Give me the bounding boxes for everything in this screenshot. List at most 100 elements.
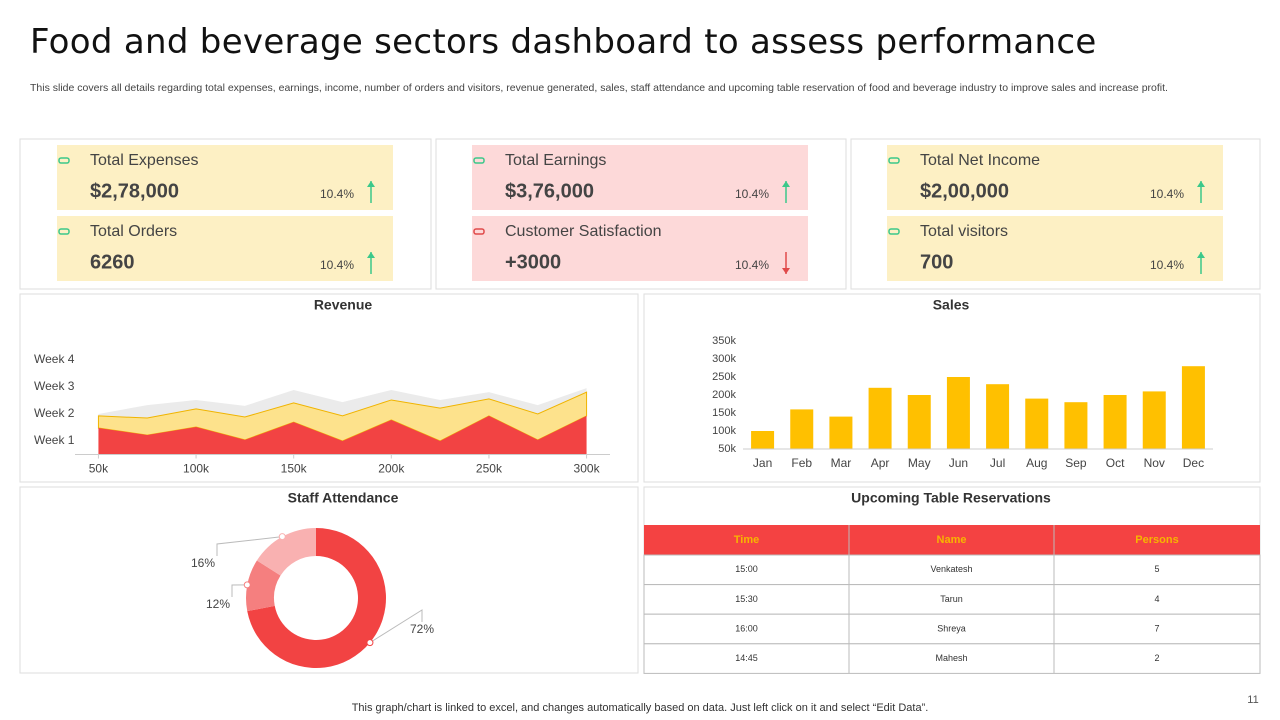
kpi-icon xyxy=(888,228,900,235)
x-tick-label: Feb xyxy=(791,456,812,470)
area xyxy=(98,415,587,455)
table-cell: 15:30 xyxy=(735,594,758,604)
table-cell: 16:00 xyxy=(735,623,758,633)
donut-slice xyxy=(247,528,386,669)
bar xyxy=(829,416,853,449)
y-tick-label: 250k xyxy=(712,371,736,383)
y-tick-label: Week 2 xyxy=(34,406,75,420)
kpi-icon xyxy=(58,228,70,235)
bar xyxy=(1025,398,1049,449)
bar xyxy=(1142,391,1166,449)
y-tick-label: 100k xyxy=(712,425,736,437)
bar xyxy=(986,384,1010,449)
y-tick-label: Week 4 xyxy=(34,352,75,366)
bar xyxy=(790,409,814,449)
kpi-label: Total Earnings xyxy=(505,152,606,169)
table-cell: 7 xyxy=(1154,623,1159,633)
x-tick-label: 100k xyxy=(183,462,210,476)
y-tick-label: 150k xyxy=(712,407,736,419)
kpi-value: +3000 xyxy=(505,251,561,273)
data-label: 12% xyxy=(206,597,230,611)
table-cell: 15:00 xyxy=(735,564,758,574)
kpi-card xyxy=(472,216,808,281)
leader-line xyxy=(369,609,423,644)
table-cell: Tarun xyxy=(940,594,963,604)
bar xyxy=(907,395,931,449)
header-cell: Persons xyxy=(1135,534,1178,546)
table-cell: 2 xyxy=(1154,653,1159,663)
table-cell: Venkatesh xyxy=(930,564,972,574)
kpi-card xyxy=(887,145,1223,210)
header-cell: Time xyxy=(734,534,759,546)
bar xyxy=(1064,402,1088,449)
kpi-card xyxy=(57,216,393,281)
y-tick-label: 200k xyxy=(712,389,736,401)
kpi-label: Total Orders xyxy=(90,223,177,240)
kpi-value: $3,76,000 xyxy=(505,180,594,202)
trend-arrow-head xyxy=(782,268,790,274)
kpi-card xyxy=(472,145,808,210)
kpi-change: 10.4% xyxy=(320,187,354,201)
leader-dot xyxy=(243,581,251,589)
y-tick-label: 300k xyxy=(712,353,736,365)
table-row xyxy=(643,584,1261,615)
kpi-label: Total Net Income xyxy=(920,152,1040,169)
trend-arrow-head xyxy=(367,181,375,187)
trend-arrow-head xyxy=(367,252,375,258)
x-tick-label: Jul xyxy=(990,456,1005,470)
kpi-label: Total visitors xyxy=(920,223,1008,240)
footer-note: This graph/chart is linked to excel, and… xyxy=(352,702,929,714)
kpi-change: 10.4% xyxy=(1150,258,1184,272)
donut-slice xyxy=(246,560,281,612)
y-tick-label: Week 1 xyxy=(34,433,75,447)
table-cell: Shreya xyxy=(937,623,966,633)
data-label: 72% xyxy=(410,622,434,636)
x-tick-label: Dec xyxy=(1183,456,1204,470)
table-title: Upcoming Table Reservations xyxy=(851,490,1051,506)
y-tick-label: 50k xyxy=(718,443,736,455)
kpi-card xyxy=(57,145,393,210)
kpi-value: $2,00,000 xyxy=(920,180,1009,202)
chart-title: Revenue xyxy=(314,297,373,313)
table-cell: 5 xyxy=(1154,564,1159,574)
table-cell: Mahesh xyxy=(935,653,967,663)
kpi-value: 6260 xyxy=(90,251,135,273)
x-tick-label: 150k xyxy=(281,462,308,476)
x-tick-label: Aug xyxy=(1026,456,1047,470)
leader-dot xyxy=(278,533,286,541)
kpi-label: Total Expenses xyxy=(90,152,199,169)
x-tick-label: 300k xyxy=(574,462,601,476)
donut-slice xyxy=(256,528,316,576)
leader-line xyxy=(231,584,248,597)
bar xyxy=(946,377,970,449)
chart-title: Sales xyxy=(933,297,970,313)
slide-title: Food and beverage sectors dashboard to a… xyxy=(30,22,1097,62)
x-tick-label: Apr xyxy=(871,456,890,470)
x-tick-label: May xyxy=(908,456,931,470)
x-tick-label: Nov xyxy=(1144,456,1165,470)
header-cell: Name xyxy=(937,534,967,546)
page-number: 11 xyxy=(1247,694,1258,706)
x-tick-label: Mar xyxy=(831,456,852,470)
kpi-icon xyxy=(473,228,485,235)
x-tick-label: Oct xyxy=(1106,456,1125,470)
x-tick-label: 50k xyxy=(89,462,109,476)
kpi-change: 10.4% xyxy=(735,258,769,272)
bar xyxy=(1103,395,1127,449)
chart-title: Staff Attendance xyxy=(288,490,399,506)
table-cell: 4 xyxy=(1154,594,1159,604)
kpi-value: $2,78,000 xyxy=(90,180,179,202)
kpi-icon xyxy=(888,157,900,164)
kpi-label: Customer Satisfaction xyxy=(505,223,662,240)
x-tick-label: Jun xyxy=(949,456,968,470)
kpi-change: 10.4% xyxy=(1150,187,1184,201)
kpi-icon xyxy=(58,157,70,164)
bar xyxy=(1181,366,1205,449)
trend-arrow-head xyxy=(1197,181,1205,187)
table-cell: 14:45 xyxy=(735,653,758,663)
leader-line xyxy=(216,536,283,556)
table-row xyxy=(643,643,1261,674)
bar xyxy=(751,431,775,449)
trend-arrow-head xyxy=(1197,252,1205,258)
x-tick-label: Jan xyxy=(753,456,772,470)
